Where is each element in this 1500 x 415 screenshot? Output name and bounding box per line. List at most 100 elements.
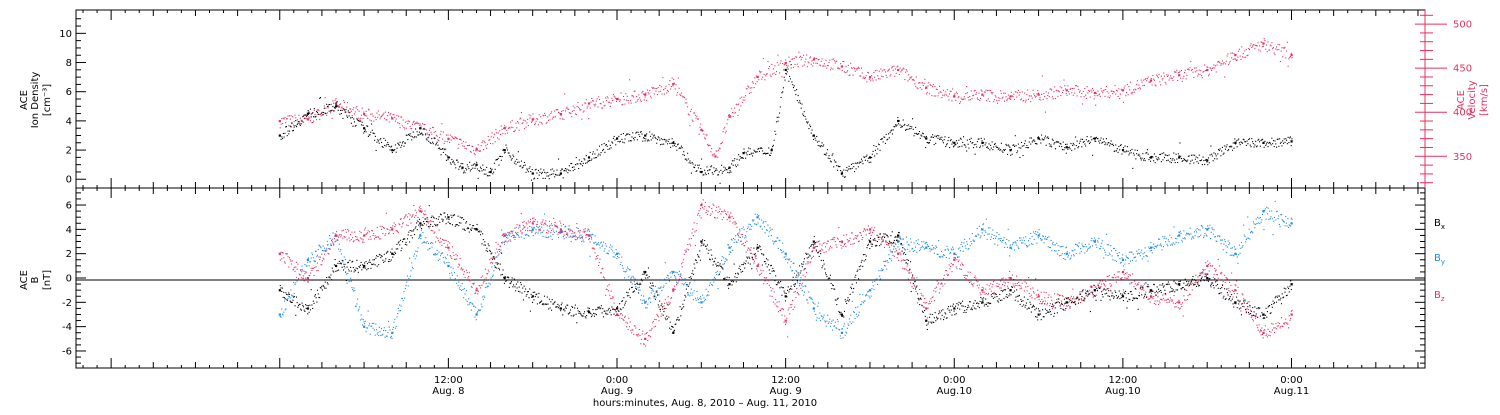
velocity-trace-dot <box>512 120 513 121</box>
by-trace-dot <box>615 254 616 255</box>
velocity-trace-dot <box>833 59 834 60</box>
by-trace-dot <box>630 278 631 279</box>
by-trace-dot <box>958 256 959 257</box>
ion-density-trace-dot <box>856 168 857 169</box>
ion-density-trace-dot <box>360 121 361 122</box>
ion-density-trace-dot <box>712 172 713 173</box>
velocity-trace-dot <box>1239 49 1240 50</box>
by-trace-dot <box>902 238 903 239</box>
by-trace-dot <box>883 269 884 270</box>
ion-density-trace-dot <box>291 126 292 127</box>
by-trace-dot <box>650 302 651 303</box>
velocity-trace-dot <box>616 101 617 102</box>
by-trace-dot <box>1266 207 1267 208</box>
ion-density-trace-dot <box>1016 152 1017 153</box>
bz-trace-dot <box>378 237 379 238</box>
velocity-trace-dot <box>739 109 740 110</box>
by-trace-dot <box>1078 246 1079 247</box>
bottom-left-tick-label: 6 <box>66 201 72 212</box>
ion-density-trace-dot <box>1081 146 1082 147</box>
bz-trace-dot <box>369 231 370 232</box>
velocity-trace-dot <box>811 60 812 61</box>
bz-point <box>1206 265 1208 267</box>
by-trace-dot <box>910 238 911 239</box>
ion-density-trace-dot <box>1114 150 1115 151</box>
velocity-trace-dot <box>848 65 849 66</box>
ion-density-trace-dot <box>728 168 729 169</box>
ion-density-trace-dot <box>1078 146 1079 147</box>
ion-density-trace-dot <box>1225 149 1226 150</box>
ion-density-trace-dot <box>286 126 287 127</box>
ion-density-trace-dot <box>689 160 690 161</box>
by-trace-dot <box>596 244 597 245</box>
ion-density-trace-dot <box>925 147 926 148</box>
by-trace-dot <box>661 290 662 291</box>
by-trace-dot <box>1098 242 1099 243</box>
by-trace-dot <box>308 257 309 258</box>
ion-density-trace-dot <box>523 165 524 166</box>
velocity-trace-dot <box>1148 76 1149 77</box>
by-trace-dot <box>873 285 874 286</box>
velocity-trace-dot <box>593 100 594 101</box>
ion-density-trace-dot <box>620 141 621 142</box>
ion-density-trace-dot <box>294 125 295 126</box>
by-trace-dot <box>416 255 417 256</box>
velocity-trace-dot <box>623 96 624 97</box>
velocity-trace-dot <box>1267 51 1268 52</box>
ion-density-trace-dot <box>1033 139 1034 140</box>
velocity-trace-dot <box>810 56 811 57</box>
velocity-trace-dot <box>599 99 600 100</box>
velocity-trace-dot <box>373 121 374 122</box>
velocity-trace-dot <box>589 103 590 104</box>
velocity-trace-dot <box>985 92 986 93</box>
ion-density-trace-dot <box>473 164 474 165</box>
by-trace-dot <box>1164 236 1165 237</box>
by-trace-dot <box>1207 225 1208 226</box>
by-trace-dot <box>590 256 591 257</box>
velocity-trace-dot <box>526 122 527 123</box>
by-trace-dot <box>836 328 837 329</box>
velocity-trace-dot <box>703 134 704 135</box>
ion-density-trace-dot <box>1019 157 1020 158</box>
velocity-trace-dot <box>869 79 870 80</box>
ion-density-trace-dot <box>896 125 897 126</box>
by-trace-dot <box>825 321 826 322</box>
velocity-trace-dot <box>458 144 459 145</box>
by-trace-dot <box>733 238 734 239</box>
ion-density-trace-dot <box>333 110 334 111</box>
velocity-trace-dot <box>464 148 465 149</box>
ion-density-trace-dot <box>673 141 674 142</box>
ion-density-trace-dot <box>1084 143 1085 144</box>
by-trace-dot <box>693 299 694 300</box>
by-trace-dot <box>531 232 532 233</box>
bz-trace-dot <box>421 212 422 213</box>
ion-density-trace-dot <box>1232 150 1233 151</box>
by-trace-dot <box>333 244 334 245</box>
velocity-trace-dot <box>1025 101 1026 102</box>
bz-trace-dot <box>323 259 324 260</box>
velocity-trace-dot <box>744 100 745 101</box>
by-trace-dot <box>494 265 495 266</box>
ion-density-trace-dot <box>1147 149 1148 150</box>
ion-density-trace-dot <box>1249 138 1250 139</box>
ion-density-trace-dot <box>1085 145 1086 146</box>
ion-density-trace-dot <box>371 124 372 125</box>
velocity-trace-dot <box>911 76 912 77</box>
velocity-trace-dot <box>434 132 435 133</box>
velocity-trace-dot <box>1033 93 1034 94</box>
by-trace-dot <box>1254 227 1255 228</box>
by-trace-dot <box>1019 237 1020 238</box>
bz-trace-dot <box>317 263 318 264</box>
by-trace-dot <box>538 233 539 234</box>
velocity-trace-dot <box>829 60 830 61</box>
by-trace-dot <box>730 252 731 253</box>
ion-density-trace-dot <box>1142 153 1143 154</box>
ion-density-trace-dot <box>417 131 418 132</box>
by-trace-dot <box>512 231 513 232</box>
velocity-trace-dot <box>1124 86 1125 87</box>
ion-density-trace-dot <box>1180 156 1181 157</box>
by-trace-dot <box>858 315 859 316</box>
by-trace-dot <box>880 278 881 279</box>
ion-density-trace-dot <box>1281 142 1282 143</box>
ion-density-trace-dot <box>1101 137 1102 138</box>
